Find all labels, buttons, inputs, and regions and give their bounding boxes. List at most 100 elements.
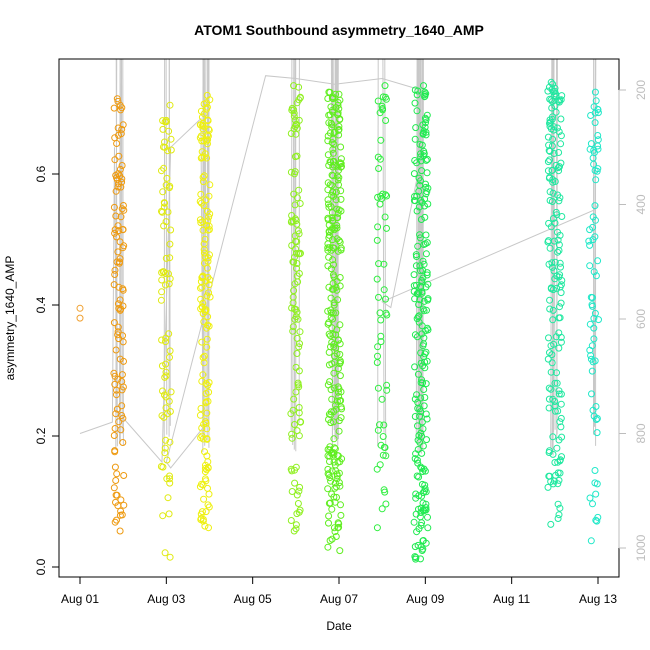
data-point xyxy=(201,464,209,472)
data-point xyxy=(161,138,168,146)
data-point xyxy=(416,267,424,275)
data-point xyxy=(290,395,298,403)
data-point xyxy=(422,348,430,356)
data-point xyxy=(118,205,126,213)
data-point xyxy=(381,213,389,221)
data-point xyxy=(419,267,427,274)
data-point xyxy=(418,330,426,338)
data-point xyxy=(202,461,209,469)
data-point xyxy=(414,404,422,412)
data-point xyxy=(423,239,431,247)
data-point xyxy=(556,259,564,267)
data-point xyxy=(205,126,213,134)
data-point xyxy=(330,244,338,252)
data-point xyxy=(593,415,601,422)
data-point xyxy=(424,184,432,192)
data-point xyxy=(112,477,120,484)
data-point xyxy=(591,88,599,96)
data-point xyxy=(337,160,345,168)
data-point xyxy=(196,483,204,491)
data-point xyxy=(335,206,343,214)
data-point xyxy=(330,140,338,148)
data-point xyxy=(112,187,120,195)
data-point xyxy=(328,139,336,147)
data-point xyxy=(120,242,128,250)
data-point xyxy=(165,510,173,518)
data-point xyxy=(334,111,342,119)
data-point xyxy=(380,443,388,451)
data-point xyxy=(424,200,432,208)
data-point xyxy=(595,316,602,324)
data-point xyxy=(203,264,211,272)
axes-layer: Aug 01 Aug 03 Aug 05 Aug 07 Aug 09 Aug 11 Aug … xyxy=(34,80,648,606)
data-point xyxy=(548,142,556,150)
data-point xyxy=(328,395,336,403)
data-point xyxy=(166,353,173,361)
data-point xyxy=(296,328,304,336)
data-point xyxy=(593,429,601,437)
data-point xyxy=(198,148,206,156)
data-point xyxy=(159,268,167,276)
data-point xyxy=(336,282,344,290)
data-point xyxy=(289,323,297,331)
data-point xyxy=(161,444,169,452)
data-point xyxy=(334,383,342,391)
data-point xyxy=(326,443,334,451)
data-point xyxy=(547,520,555,528)
data-point xyxy=(197,295,205,303)
data-point xyxy=(551,398,559,405)
data-point xyxy=(591,467,599,474)
data-point xyxy=(328,324,336,332)
data-point xyxy=(294,227,302,235)
data-point xyxy=(375,165,383,172)
data-point xyxy=(554,500,562,508)
data-point xyxy=(199,272,207,280)
data-point xyxy=(414,436,422,444)
data-point xyxy=(327,477,335,485)
data-point xyxy=(415,525,423,533)
data-point xyxy=(325,416,332,423)
data-point xyxy=(162,436,170,444)
data-point xyxy=(167,135,175,143)
data-point xyxy=(111,266,119,274)
data-point xyxy=(204,313,212,321)
data-point xyxy=(197,132,205,140)
data-point xyxy=(417,177,424,185)
data-point xyxy=(159,463,167,471)
data-point xyxy=(329,172,337,180)
data-point xyxy=(166,240,174,248)
data-point xyxy=(289,327,297,335)
data-point xyxy=(330,435,338,443)
data-point xyxy=(411,135,419,143)
data-point xyxy=(374,384,382,392)
data-point xyxy=(416,296,424,304)
data-point xyxy=(329,271,337,279)
data-point xyxy=(419,545,427,553)
data-point xyxy=(420,507,428,515)
data-point xyxy=(111,448,119,456)
data-point xyxy=(551,407,559,415)
data-point xyxy=(162,368,170,376)
data-point xyxy=(594,257,602,265)
data-point xyxy=(325,283,333,291)
data-point xyxy=(162,270,169,277)
data-point xyxy=(590,160,598,168)
data-point xyxy=(419,274,427,282)
data-point xyxy=(288,434,296,442)
data-point xyxy=(592,97,600,105)
series-aug-06 xyxy=(287,82,305,535)
data-point xyxy=(110,432,118,439)
data-point xyxy=(114,300,122,308)
data-point xyxy=(118,162,126,169)
data-point xyxy=(557,423,565,431)
data-point xyxy=(374,352,381,360)
depth-trace xyxy=(552,58,555,433)
data-point xyxy=(291,232,299,240)
y-axis-label: asymmetry_1640_AMP xyxy=(3,256,17,381)
data-point xyxy=(592,272,600,280)
data-point xyxy=(112,212,120,220)
data-point xyxy=(336,547,344,555)
data-point xyxy=(417,157,425,165)
data-point xyxy=(382,500,390,508)
